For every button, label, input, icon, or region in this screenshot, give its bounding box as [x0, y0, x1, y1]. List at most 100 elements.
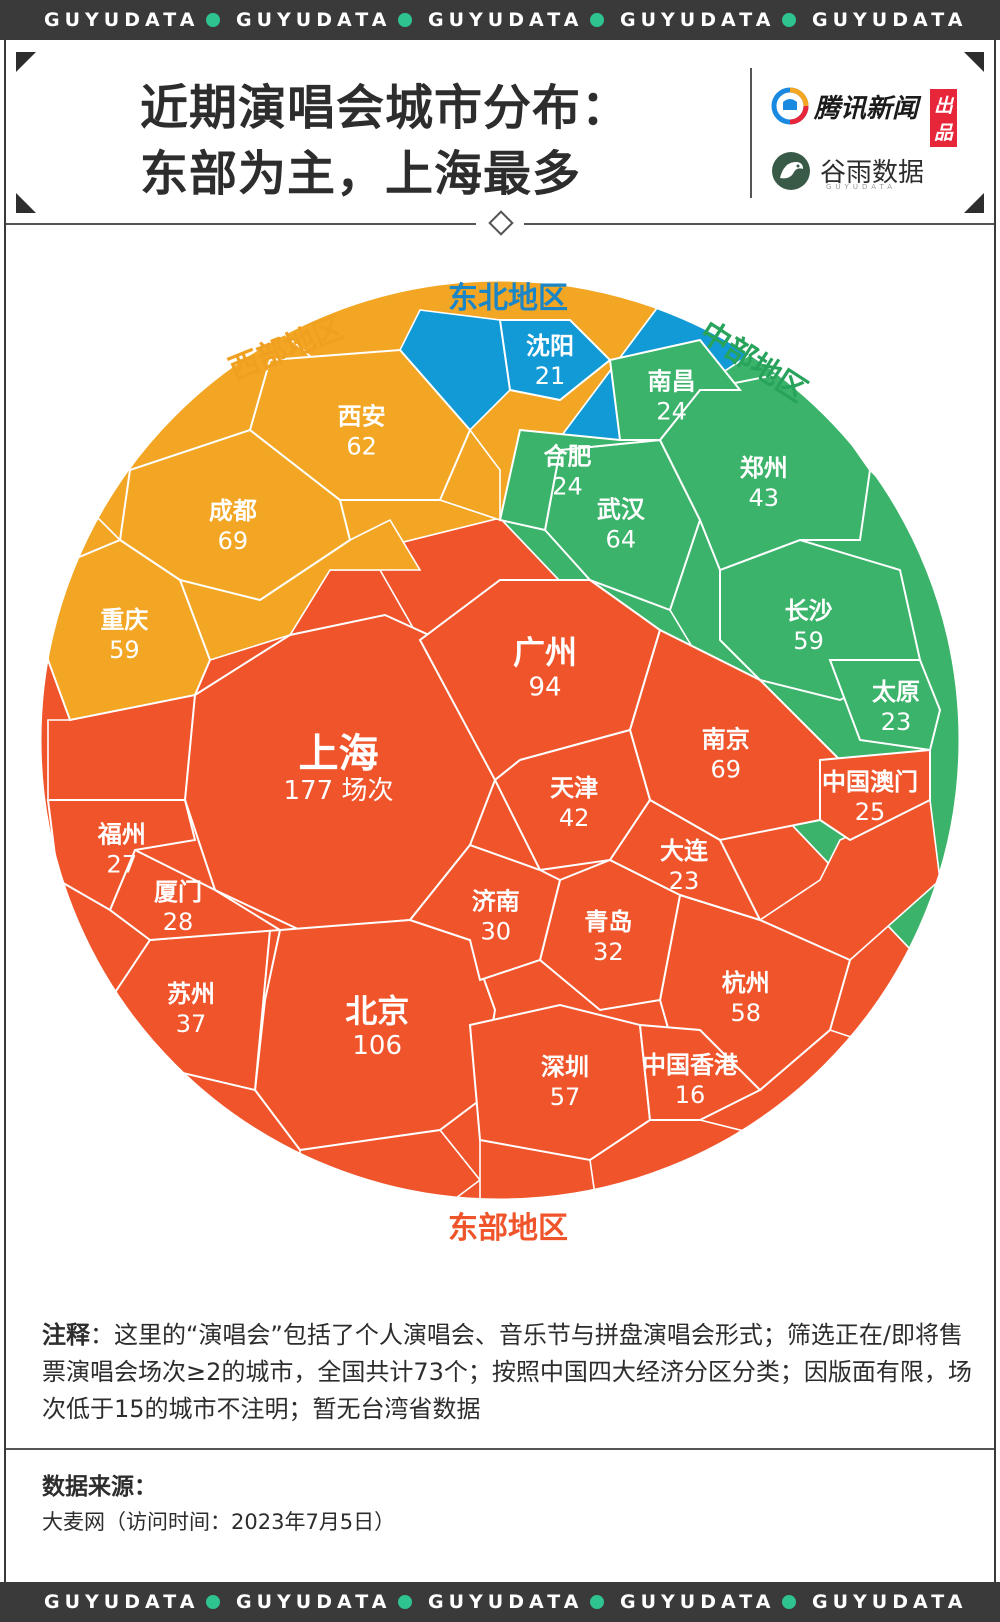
- bottom-banner-word: GUYUDATA: [620, 1591, 776, 1613]
- city-name-label: 长沙: [785, 597, 833, 625]
- tencent-news-name: 腾讯新闻: [814, 94, 919, 124]
- top-banner-dot-icon: [398, 13, 412, 27]
- top-banner-dot-icon: [206, 13, 220, 27]
- city-name-label: 广州: [513, 633, 577, 671]
- city-value-label: 177 场次: [284, 776, 394, 806]
- city-name-label: 青岛: [584, 908, 632, 936]
- city-name-label: 武汉: [597, 496, 646, 524]
- guyu-data-brand: 谷雨数据 GUYUDATA: [770, 150, 924, 196]
- city-value-label: 94: [528, 672, 561, 702]
- city-cell: [638, 1023, 762, 1121]
- city-value-label: 23: [881, 708, 912, 736]
- city-value-label: 28: [163, 908, 194, 936]
- tencent-news-logo-icon: [771, 87, 809, 125]
- city-cell: [608, 798, 762, 922]
- city-name-label: 南昌: [648, 367, 696, 395]
- source-label: 数据来源：: [42, 1474, 157, 1500]
- city-cell: [248, 348, 472, 501]
- city-value-label: 59: [793, 627, 824, 655]
- city-value-label: 16: [675, 1081, 706, 1109]
- bottom-banner-dot-icon: [206, 1595, 220, 1609]
- city-value-label: 23: [669, 867, 700, 895]
- source-text: 大麦网（访问时间：2023年7月5日）: [42, 1510, 396, 1534]
- top-banner-word: GUYUDATA: [812, 9, 968, 31]
- city-name-label: 太原: [872, 678, 920, 706]
- bottom-banner-word: GUYUDATA: [428, 1591, 584, 1613]
- region-label: 东部地区: [448, 1211, 568, 1246]
- corner-bottom-left: [16, 193, 36, 213]
- city-name-label: 南京: [702, 725, 750, 753]
- city-name-label: 济南: [472, 888, 520, 916]
- city-value-label: 62: [346, 432, 377, 460]
- city-cell: [828, 659, 942, 752]
- header-divider: [750, 68, 752, 198]
- city-name-label: 福州: [97, 821, 146, 849]
- bottom-banner: GUYUDATA GUYUDATA GUYUDATA GUYUDATA GUYUDATA: [0, 1582, 1000, 1622]
- city-value-label: 24: [656, 397, 687, 425]
- city-value-label: 24: [552, 472, 583, 500]
- city-cell: [819, 748, 931, 842]
- city-value-label: 42: [559, 804, 590, 832]
- city-name-label: 合肥: [544, 442, 592, 470]
- city-value-label: 30: [480, 918, 511, 946]
- city-name-label: 大连: [660, 837, 709, 865]
- page-frame: [4, 40, 996, 1582]
- city-name-label: 北京: [345, 992, 409, 1030]
- top-banner-word: GUYUDATA: [236, 9, 392, 31]
- city-name-label: 深圳: [541, 1053, 589, 1081]
- city-value-label: 21: [535, 362, 566, 390]
- top-banner-dot-icon: [782, 13, 796, 27]
- city-name-label: 中国澳门: [822, 768, 918, 796]
- top-banner: GUYUDATA GUYUDATA GUYUDATA GUYUDATA GUYUDATA: [0, 0, 1000, 40]
- city-value-label: 58: [730, 999, 761, 1027]
- city-name-label: 沈阳: [526, 332, 574, 360]
- top-banner-word: GUYUDATA: [428, 9, 584, 31]
- city-value-label: 32: [593, 938, 624, 966]
- city-value-label: 37: [176, 1010, 207, 1038]
- city-name-label: 杭州: [722, 969, 770, 997]
- top-banner-word: GUYUDATA: [620, 9, 776, 31]
- header-rule-right: [524, 223, 994, 225]
- city-cell: [408, 843, 562, 982]
- page-title-line2: 东部为主，上海最多: [140, 146, 582, 202]
- city-name-label: 重庆: [100, 606, 148, 634]
- bottom-banner-word: GUYUDATA: [236, 1591, 392, 1613]
- top-banner-dot-icon: [590, 13, 604, 27]
- guyu-data-name: 谷雨数据: [820, 158, 925, 188]
- guyu-data-subname: GUYUDATA: [826, 183, 896, 191]
- city-value-label: 59: [109, 636, 140, 664]
- city-name-label: 上海: [299, 731, 379, 777]
- note-paragraph: 注释：这里的“演唱会”包括了个人演唱会、音乐节与拼盘演唱会形式；筛选正在/即将售…: [42, 1317, 972, 1428]
- header-rule-left: [6, 223, 476, 225]
- city-value-label: 69: [218, 527, 249, 555]
- city-cell: [498, 319, 612, 402]
- bottom-banner-word: GUYUDATA: [812, 1591, 968, 1613]
- tencent-news-brand: 腾讯新闻 出品: [770, 86, 958, 147]
- city-name-label: 天津: [550, 774, 598, 802]
- bottom-banner-word: GUYUDATA: [44, 1591, 200, 1613]
- bottom-banner-dot-icon: [590, 1595, 604, 1609]
- city-value-label: 64: [606, 526, 637, 554]
- corner-top-left: [16, 52, 36, 72]
- city-value-label: 69: [710, 755, 741, 783]
- source-divider: [6, 1448, 994, 1450]
- corner-top-right: [964, 52, 984, 72]
- city-value-label: 57: [550, 1083, 581, 1111]
- chart-outline: [38, 278, 962, 1202]
- city-name-label: 中国香港: [642, 1051, 739, 1079]
- city-name-label: 厦门: [154, 878, 202, 906]
- bottom-banner-dot-icon: [782, 1595, 796, 1609]
- note-label: 注释: [42, 1321, 90, 1349]
- region-label: 东北地区: [448, 281, 568, 316]
- city-value-label: 106: [352, 1031, 402, 1061]
- note-text: ：这里的“演唱会”包括了个人演唱会、音乐节与拼盘演唱会形式；筛选正在/即将售票演…: [42, 1321, 972, 1423]
- city-name-label: 苏州: [167, 980, 215, 1008]
- bottom-banner-dot-icon: [398, 1595, 412, 1609]
- page-title-line1: 近期演唱会城市分布：: [140, 80, 631, 136]
- city-cell: [498, 428, 661, 532]
- city-cell: [47, 538, 212, 722]
- corner-bottom-right: [964, 193, 984, 213]
- city-name-label: 郑州: [740, 454, 788, 482]
- city-name-label: 成都: [209, 497, 257, 525]
